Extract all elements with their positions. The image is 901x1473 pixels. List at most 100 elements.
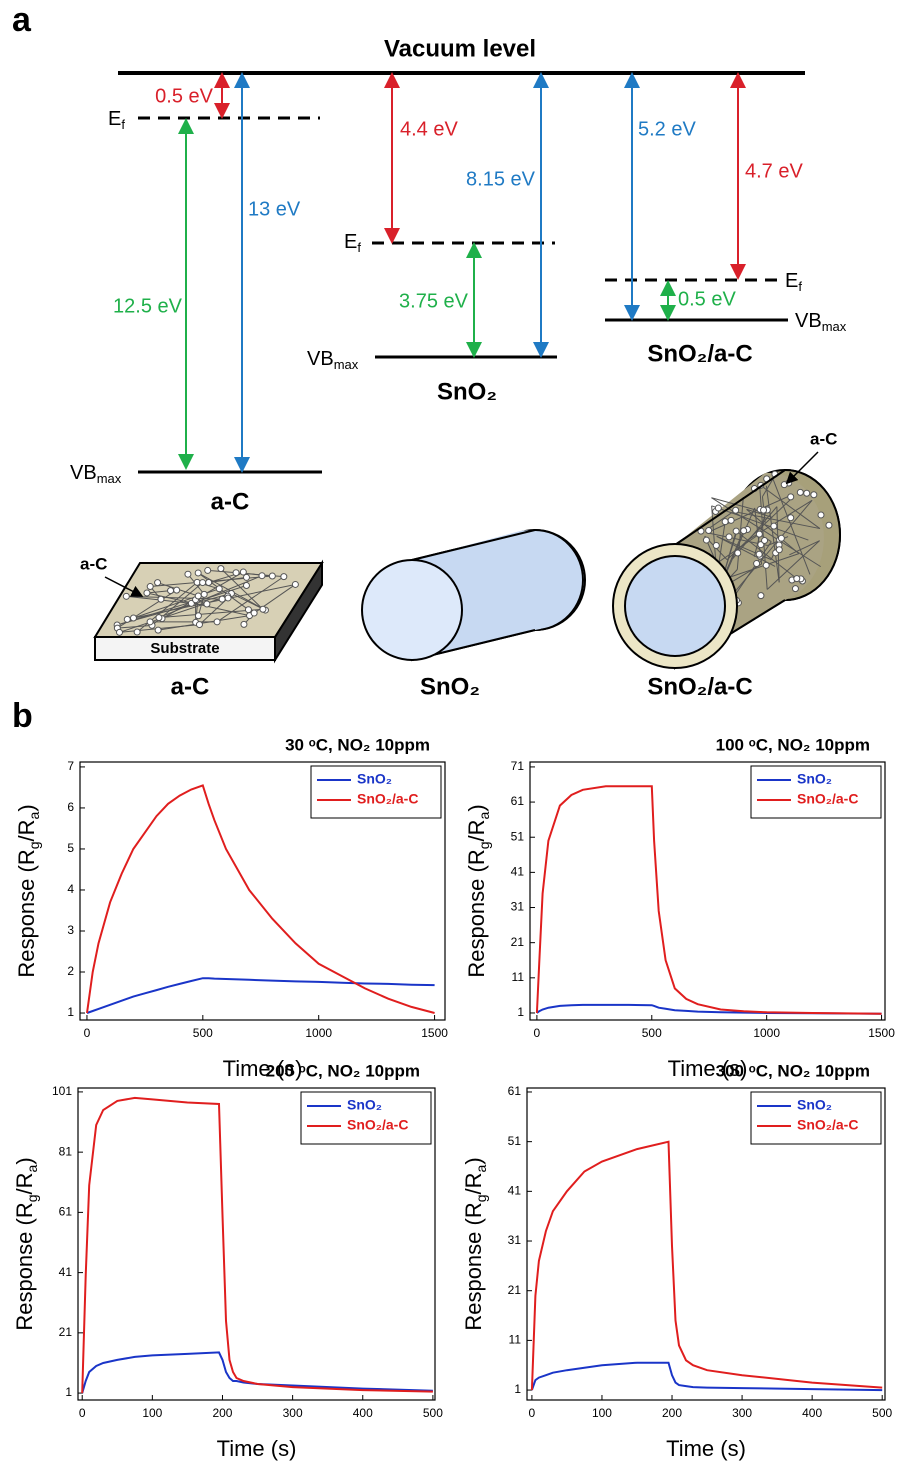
y-tick-label: 31 — [511, 900, 525, 914]
network-node — [242, 582, 250, 590]
shell-label: a-C — [810, 429, 837, 448]
y-tick-label: 51 — [511, 829, 525, 843]
network-bond — [197, 594, 205, 616]
chart-title: 30 ᵒC, NO₂ 10ppm — [285, 735, 430, 754]
illustrations: Substrate a-C a-C SnO₂ a-C SnO₂/a-C — [80, 429, 841, 700]
network-node — [154, 626, 162, 634]
network-bond — [146, 590, 171, 594]
y-tick-label: 41 — [508, 1184, 522, 1198]
y-axis-label: Response (Rg/Ra) — [464, 804, 492, 977]
pointer — [104, 576, 144, 597]
network-node — [213, 618, 221, 626]
label-main: Response (R — [14, 849, 39, 977]
network-bond — [766, 540, 820, 590]
y-tick-label: 21 — [508, 1283, 522, 1297]
label-sub: g — [476, 841, 492, 849]
network-node — [280, 573, 288, 581]
y-tick-label: 4 — [67, 882, 74, 896]
series-line — [86, 784, 435, 1014]
y-tick-label: 1 — [67, 1005, 74, 1019]
energy-label: 4.4 eV — [400, 118, 458, 140]
y-tick-label: 6 — [67, 800, 74, 814]
legend-label: SnO₂ — [347, 1097, 382, 1113]
legend-box — [310, 765, 442, 819]
network-node — [250, 609, 258, 617]
series-line — [536, 1003, 882, 1015]
label-sub: f — [798, 279, 802, 294]
network-bond — [711, 505, 809, 541]
network-bond — [716, 535, 776, 567]
label-sub: max — [97, 471, 122, 486]
y-tick-label: 7 — [67, 759, 74, 773]
network-node — [194, 592, 202, 600]
x-tick-label: 0 — [534, 1026, 541, 1040]
label-sub: max — [334, 357, 359, 372]
network-bond — [758, 482, 768, 590]
network-node — [200, 590, 208, 598]
network-node — [803, 489, 811, 497]
network-bond — [711, 497, 766, 514]
network-node — [825, 521, 833, 529]
network-node — [122, 592, 130, 600]
network-bond — [216, 576, 285, 623]
network-node — [787, 493, 795, 501]
chart-title: 200 ᵒC, NO₂ 10ppm — [266, 1061, 420, 1080]
energy-diagram: Vacuum level 0.5 eV 13 eV 12.5 eV Ef VBm… — [70, 35, 847, 515]
legend-box — [750, 765, 882, 819]
network-node — [203, 600, 211, 608]
network-node — [817, 511, 825, 519]
y-axis-label: Response (Rg/Ra) — [461, 1157, 489, 1330]
network-bond — [706, 511, 734, 531]
network-bond — [220, 568, 264, 610]
x-tick-label: 200 — [662, 1406, 682, 1420]
y-tick-label: 61 — [59, 1205, 73, 1219]
network-bond — [733, 510, 821, 530]
network-node — [705, 526, 713, 534]
core-face — [624, 555, 726, 657]
legend-box — [300, 1091, 432, 1145]
network-node — [725, 533, 733, 541]
network-node — [793, 575, 801, 583]
network-node — [727, 516, 735, 524]
label-main: ) — [461, 1157, 486, 1164]
y-tick-label: 11 — [509, 1333, 522, 1347]
network-node — [791, 585, 799, 593]
network-bond — [759, 484, 821, 529]
network-node — [777, 534, 785, 542]
network-node — [732, 506, 740, 514]
network-node — [712, 542, 720, 550]
x-tick-label: 0 — [84, 1026, 91, 1040]
x-tick-label: 500 — [642, 1026, 662, 1040]
network-node — [232, 569, 240, 577]
chart-title: 100 ᵒC, NO₂ 10ppm — [716, 735, 870, 754]
plot-frame — [529, 761, 886, 1021]
caption: SnO₂ — [420, 673, 480, 700]
label-main: Response (R — [461, 1202, 486, 1330]
x-axis-label: Time (s) — [668, 1056, 748, 1081]
series-line — [86, 977, 435, 1014]
fermi-label: Ef — [344, 231, 361, 255]
fermi-label: Ef — [785, 270, 802, 294]
network — [113, 565, 299, 636]
network-node — [702, 536, 710, 544]
network-node — [155, 614, 163, 622]
legend-label: SnO₂/a-C — [347, 1117, 408, 1133]
network-node — [770, 522, 778, 530]
legend-label: SnO₂/a-C — [357, 791, 418, 807]
network-bond — [732, 506, 778, 560]
x-tick-label: 0 — [529, 1406, 536, 1420]
material-label: SnO₂ — [437, 378, 497, 405]
network-node — [240, 620, 248, 628]
network-node — [762, 561, 770, 569]
x-tick-label: 400 — [353, 1406, 373, 1420]
pointer — [785, 451, 819, 485]
x-tick-label: 500 — [193, 1026, 213, 1040]
network-node — [167, 587, 175, 595]
substrate-label: Substrate — [150, 640, 219, 657]
network-bond — [136, 581, 198, 633]
network-node — [755, 550, 763, 558]
legend-label: SnO₂/a-C — [797, 1117, 858, 1133]
network-node — [133, 628, 141, 636]
